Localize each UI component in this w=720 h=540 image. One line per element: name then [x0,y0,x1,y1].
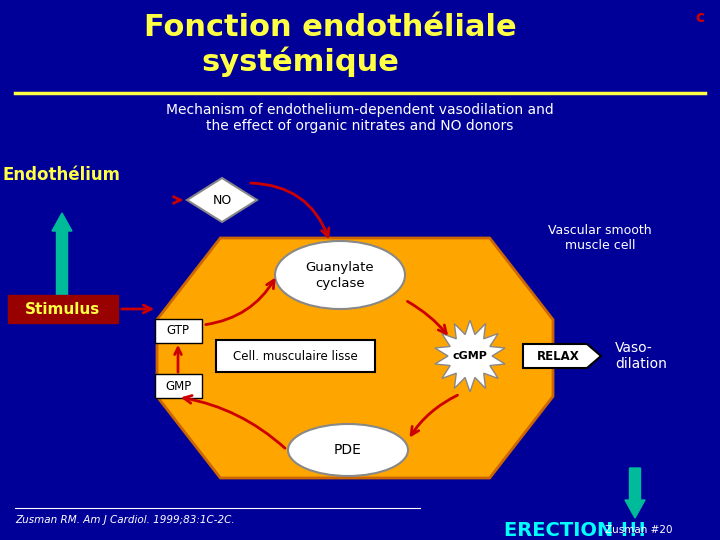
FancyArrow shape [625,468,645,518]
Text: Zusman RM. Am J Cardiol. 1999;83:1C-2C.: Zusman RM. Am J Cardiol. 1999;83:1C-2C. [15,515,235,525]
Text: GMP: GMP [165,380,191,393]
Polygon shape [157,238,553,478]
Text: GTP: GTP [166,325,189,338]
Text: Endothélium: Endothélium [3,166,121,184]
Text: PDE: PDE [334,443,362,457]
Text: cGMP: cGMP [453,351,487,361]
FancyArrow shape [52,213,72,295]
FancyBboxPatch shape [8,295,118,323]
Text: systémique: systémique [201,47,399,77]
Text: Mechanism of endothelium-dependent vasodilation and
the effect of organic nitrat: Mechanism of endothelium-dependent vasod… [166,103,554,133]
Text: Vaso-: Vaso- [615,341,653,355]
Text: Fonction endothéliale: Fonction endothéliale [144,14,516,43]
Polygon shape [523,344,601,368]
FancyBboxPatch shape [155,374,202,398]
Text: Stimulus: Stimulus [25,301,101,316]
Text: RELAX: RELAX [536,349,580,362]
Text: Vascular smooth
muscle cell: Vascular smooth muscle cell [548,224,652,252]
Text: Cell. musculaire lisse: Cell. musculaire lisse [233,349,357,362]
Text: c: c [696,10,704,25]
Polygon shape [435,320,505,392]
Text: Guanylate: Guanylate [306,261,374,274]
Text: NO: NO [212,193,232,206]
Text: cyclase: cyclase [315,278,365,291]
Polygon shape [187,178,257,222]
Text: Zusman #20: Zusman #20 [605,525,672,535]
FancyBboxPatch shape [155,319,202,343]
FancyBboxPatch shape [216,340,375,372]
Ellipse shape [275,241,405,309]
Ellipse shape [288,424,408,476]
Text: ERECTION !!!: ERECTION !!! [504,521,647,539]
Text: dilation: dilation [615,357,667,371]
